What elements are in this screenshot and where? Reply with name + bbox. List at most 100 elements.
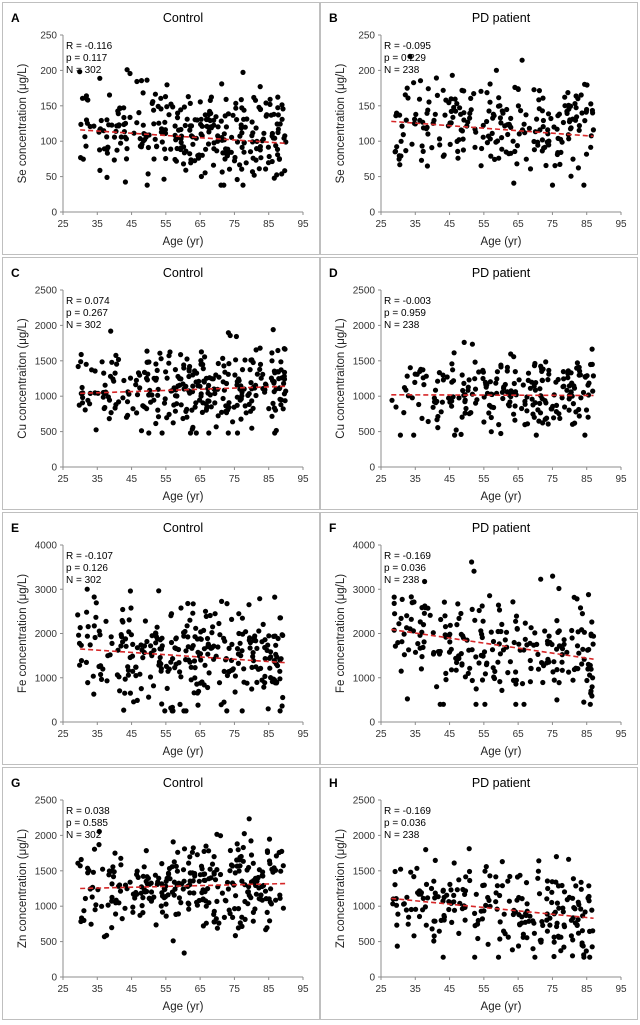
data-point <box>246 816 252 822</box>
data-point <box>130 668 136 674</box>
data-point <box>272 633 278 639</box>
data-point <box>436 370 442 376</box>
data-point <box>240 182 246 188</box>
data-point <box>154 367 160 373</box>
y-tick-label: 1000 <box>353 392 376 403</box>
data-point <box>215 644 221 650</box>
data-point <box>224 879 231 886</box>
data-point <box>571 383 577 389</box>
data-point <box>187 151 193 157</box>
data-point <box>187 870 193 876</box>
data-point <box>148 643 154 649</box>
data-point <box>556 628 562 634</box>
data-point <box>133 664 139 670</box>
data-point <box>537 127 543 133</box>
y-tick-label: 1000 <box>353 673 376 684</box>
data-point <box>514 897 520 903</box>
y-tick-label: 500 <box>358 427 375 438</box>
data-point <box>221 668 227 674</box>
data-point <box>542 628 548 634</box>
data-point <box>547 922 553 928</box>
y-tick-label: 100 <box>40 137 57 148</box>
data-point <box>163 369 169 375</box>
data-point <box>256 867 262 873</box>
data-point <box>144 348 150 354</box>
data-point <box>232 933 238 939</box>
data-point <box>161 400 168 406</box>
data-point <box>282 346 288 352</box>
data-point <box>101 934 107 940</box>
data-point <box>590 388 596 394</box>
data-point <box>104 174 110 180</box>
stat-text: N = 302 <box>66 830 102 841</box>
y-tick-label: 50 <box>46 172 58 183</box>
x-tick-label: 65 <box>513 984 525 995</box>
data-point <box>232 673 238 679</box>
data-point <box>163 155 169 162</box>
data-point <box>247 149 254 155</box>
x-tick-label: 25 <box>57 474 69 485</box>
data-point <box>199 152 205 158</box>
data-point <box>431 649 437 656</box>
y-tick-label: 150 <box>358 101 375 112</box>
data-point <box>480 367 486 373</box>
x-tick-label: 55 <box>478 984 490 995</box>
data-point <box>181 846 188 852</box>
data-point <box>429 926 435 932</box>
data-point <box>466 846 472 852</box>
data-point <box>191 658 198 664</box>
data-point <box>130 909 136 915</box>
data-point <box>569 953 576 959</box>
data-point <box>93 600 99 606</box>
data-point <box>588 144 594 150</box>
data-point <box>513 701 519 707</box>
data-point <box>147 674 154 680</box>
data-point <box>417 619 423 625</box>
data-point <box>200 400 206 406</box>
data-point <box>85 680 91 686</box>
stat-text: p = 0.036 <box>384 818 426 829</box>
data-point <box>453 667 459 673</box>
data-point <box>100 866 106 872</box>
stat-text: N = 302 <box>66 575 102 586</box>
data-point <box>508 115 514 121</box>
y-tick-label: 2500 <box>353 796 376 807</box>
data-point <box>162 708 168 714</box>
data-point <box>526 125 532 131</box>
data-point <box>275 105 281 111</box>
data-point <box>577 605 584 611</box>
data-point <box>254 679 260 685</box>
data-point <box>471 568 477 574</box>
data-point <box>484 90 490 96</box>
data-point <box>422 578 428 585</box>
data-point <box>173 636 179 642</box>
data-point <box>242 357 248 363</box>
data-point <box>211 870 217 876</box>
data-point <box>192 158 198 164</box>
data-point <box>140 90 146 96</box>
data-point <box>497 919 503 925</box>
y-tick-label: 0 <box>51 208 57 219</box>
data-point <box>434 684 440 690</box>
data-point <box>244 867 250 873</box>
data-point <box>115 111 121 117</box>
data-point <box>469 341 475 347</box>
data-point <box>120 395 126 401</box>
data-point <box>425 895 431 901</box>
data-point <box>200 887 206 893</box>
data-point <box>480 375 486 382</box>
data-point <box>440 377 446 383</box>
data-point <box>473 654 479 660</box>
data-point <box>226 645 232 651</box>
data-point <box>551 677 557 683</box>
data-point <box>109 894 115 900</box>
data-point <box>214 898 220 904</box>
data-point <box>133 382 139 388</box>
data-point <box>553 409 559 415</box>
data-point <box>281 376 288 382</box>
data-point <box>249 664 255 670</box>
data-point <box>202 662 208 668</box>
data-point <box>115 356 122 363</box>
data-point <box>584 82 590 88</box>
data-point <box>181 878 187 884</box>
